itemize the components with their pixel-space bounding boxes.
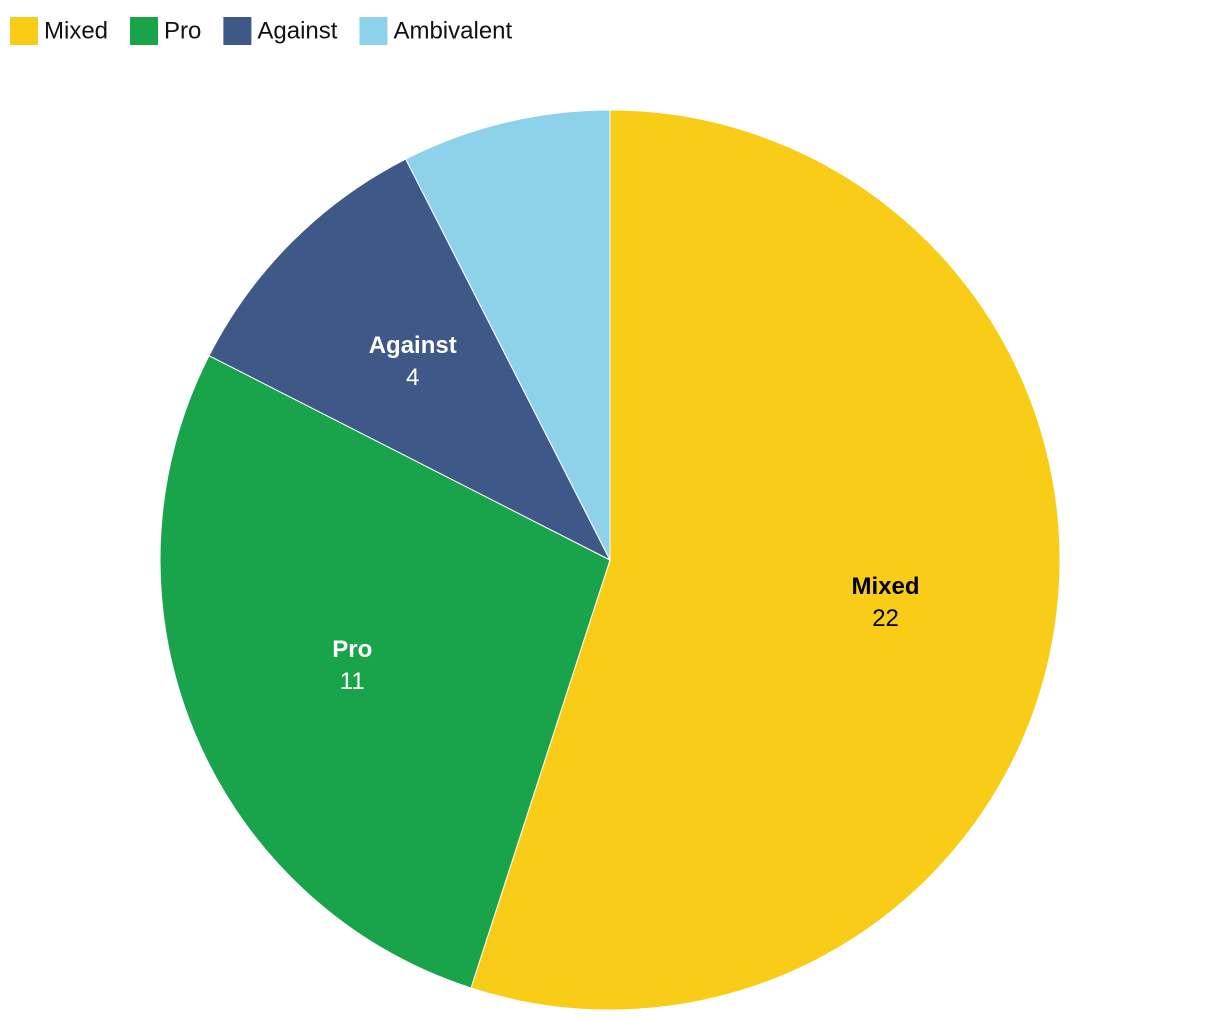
legend-swatch xyxy=(359,17,388,45)
pie-slice xyxy=(159,355,611,989)
slice-label-name: Pro xyxy=(332,636,372,663)
legend-label: Against xyxy=(257,17,337,44)
legend-label: Ambivalent xyxy=(393,17,512,44)
slice-label-value: 22 xyxy=(872,605,899,632)
slice-label-name: Mixed xyxy=(852,573,920,600)
pie-slice xyxy=(470,109,1061,1011)
slice-label-name: Against xyxy=(369,332,457,359)
legend-swatch xyxy=(10,17,38,45)
pie-slice xyxy=(208,158,612,562)
legend-swatch xyxy=(223,17,252,45)
slice-label-value: 11 xyxy=(340,668,365,695)
legend-swatch xyxy=(130,17,159,45)
legend: Mixed Pro Against Ambivalent xyxy=(10,17,513,45)
legend-label: Pro xyxy=(164,17,201,44)
pie-slice xyxy=(405,109,611,561)
legend-label: Mixed xyxy=(44,17,108,44)
slice-label-value: 4 xyxy=(406,364,419,391)
